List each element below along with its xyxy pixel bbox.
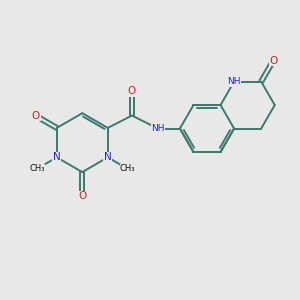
Text: O: O	[128, 86, 136, 96]
Text: CH₃: CH₃	[120, 164, 135, 173]
Text: CH₃: CH₃	[29, 164, 45, 173]
Text: O: O	[78, 191, 86, 201]
Text: O: O	[32, 111, 40, 121]
Text: NH: NH	[227, 77, 241, 86]
Text: O: O	[269, 56, 278, 66]
Text: NH: NH	[151, 124, 165, 133]
Text: N: N	[53, 152, 61, 162]
Text: N: N	[104, 152, 112, 162]
